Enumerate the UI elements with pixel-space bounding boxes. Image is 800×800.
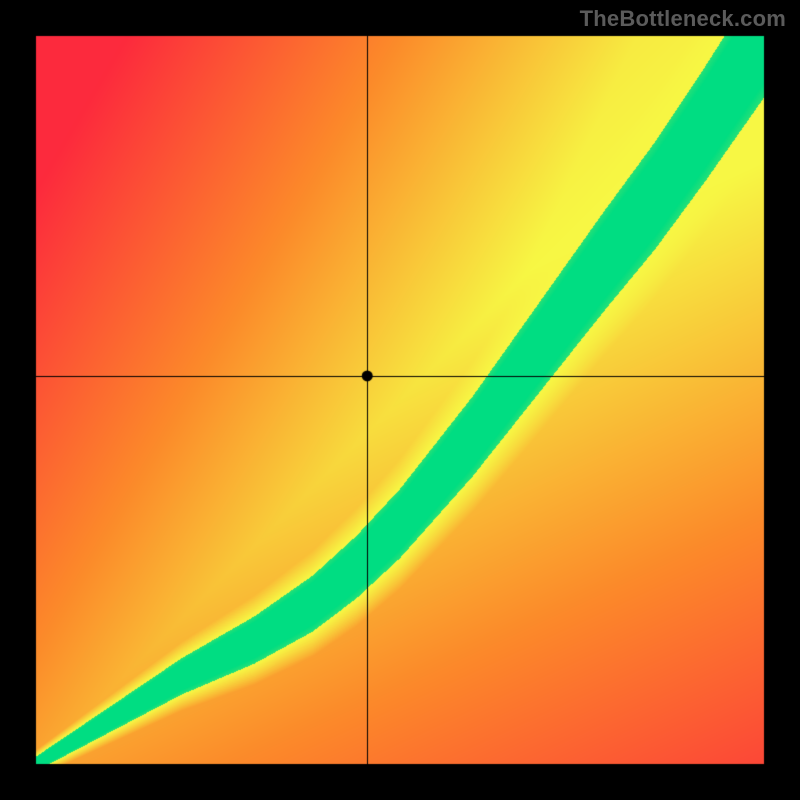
watermark-text: TheBottleneck.com	[580, 6, 786, 32]
bottleneck-heatmap	[0, 0, 800, 800]
chart-container: TheBottleneck.com	[0, 0, 800, 800]
